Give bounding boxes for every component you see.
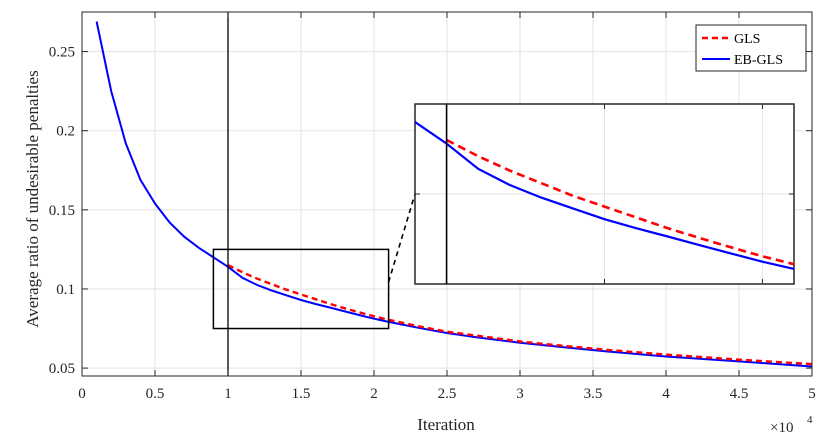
x-tick-label: 5 bbox=[808, 386, 816, 402]
zoom-inset bbox=[212, 103, 795, 330]
legend-box bbox=[695, 24, 807, 72]
x-exponent-base: ×10 bbox=[770, 420, 793, 436]
inset-series-line-eb-gls bbox=[414, 121, 795, 270]
x-tick-label: 4 bbox=[662, 386, 670, 402]
legend: GLS EB-GLS bbox=[695, 24, 807, 72]
y-tick-label: 0.25 bbox=[49, 45, 75, 61]
y-tick-label: 0.05 bbox=[49, 361, 75, 377]
legend-label-gls: GLS bbox=[734, 32, 760, 47]
y-tick-label: 0.2 bbox=[56, 124, 75, 140]
zoom-source-box bbox=[212, 248, 390, 330]
legend-label-eb-gls: EB-GLS bbox=[734, 53, 783, 68]
series-layer bbox=[95, 21, 813, 368]
x-tick-label: 2.5 bbox=[438, 386, 457, 402]
x-exponent: ×10 4 bbox=[770, 414, 813, 436]
y-axis-title: Average ratio of undesirable penalties bbox=[23, 70, 42, 327]
inset-series-line-gls bbox=[446, 138, 795, 266]
x-tick-label: 0.5 bbox=[146, 386, 165, 402]
x-tick-label: 1.5 bbox=[292, 386, 311, 402]
x-tick-label: 3 bbox=[516, 386, 524, 402]
x-tick-label: 4.5 bbox=[730, 386, 749, 402]
y-tick-label: 0.1 bbox=[56, 282, 75, 298]
tick-labels: 0 0.5 1 1.5 2 2.5 3 3.5 4 4.5 5 0.05 0.1 0.15 0.2 0.25 bbox=[49, 45, 816, 402]
series-line-eb-gls bbox=[95, 21, 813, 368]
x-tick-label: 3.5 bbox=[584, 386, 603, 402]
x-tick-label: 1 bbox=[224, 386, 232, 402]
axes bbox=[81, 11, 813, 377]
zoom-connector-line bbox=[387, 193, 416, 283]
x-tick-label: 2 bbox=[370, 386, 378, 402]
y-tick-label: 0.15 bbox=[49, 203, 75, 219]
x-tick-label: 0 bbox=[78, 386, 86, 402]
series-line-gls bbox=[227, 264, 813, 366]
x-axis-title: Iteration bbox=[417, 415, 475, 434]
x-exponent-power: 4 bbox=[807, 414, 813, 426]
